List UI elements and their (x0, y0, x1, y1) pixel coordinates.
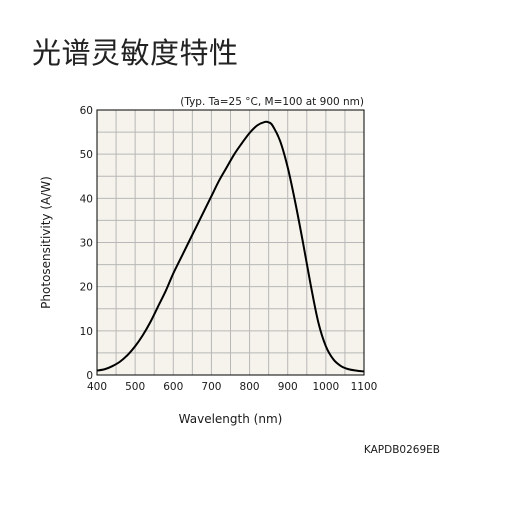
grid-lines (97, 110, 364, 375)
x-tick-label: 1000 (312, 381, 339, 393)
x-axis-ticks: 400 500 600 700 800 900 1000 1100 (87, 381, 377, 393)
x-tick-label: 900 (278, 381, 298, 393)
y-tick-label: 50 (80, 149, 93, 161)
y-tick-label: 0 (86, 370, 93, 382)
x-tick-label: 500 (125, 381, 145, 393)
x-tick-label: 1100 (351, 381, 378, 393)
y-axis-ticks: 0 10 20 30 40 50 60 (80, 105, 93, 382)
photosensitivity-curve (96, 120, 365, 373)
condition-note: (Typ. Ta=25 °C, M=100 at 900 nm) (180, 96, 364, 108)
x-axis-label: Wavelength (nm) (179, 412, 283, 426)
y-axis-label: Photosensitivity (A/W) (39, 176, 53, 309)
plot-frame (96, 109, 365, 376)
figure-code: KAPDB0269EB (364, 444, 440, 456)
x-tick-label: 600 (163, 381, 183, 393)
y-tick-label: 60 (80, 105, 93, 117)
x-tick-label: 400 (87, 381, 107, 393)
page-title: 光谱灵敏度特性 (32, 36, 239, 70)
y-tick-label: 20 (80, 282, 93, 294)
x-tick-label: 700 (201, 381, 221, 393)
y-tick-label: 30 (80, 238, 93, 250)
x-tick-label: 800 (240, 381, 260, 393)
y-tick-label: 40 (80, 193, 93, 205)
y-tick-label: 10 (80, 326, 93, 338)
